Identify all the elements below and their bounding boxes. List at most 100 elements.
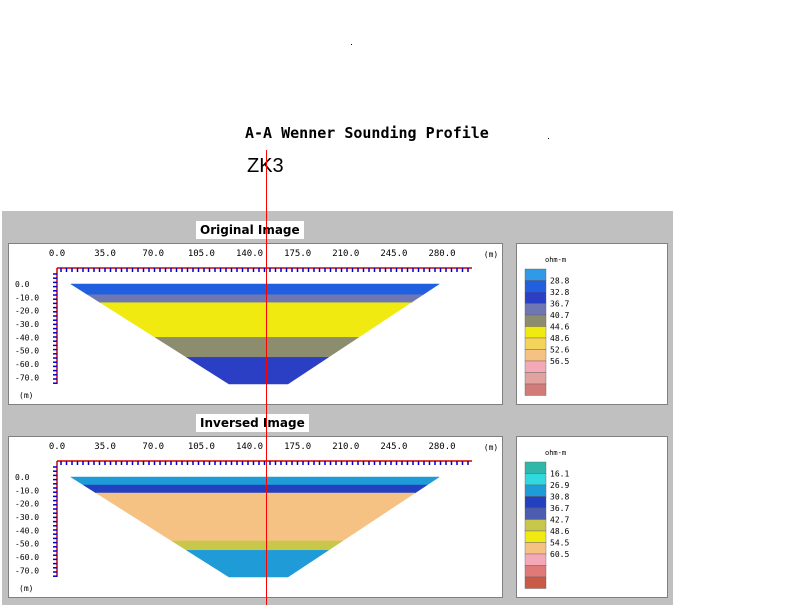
chart-1-colorbar: ohm-m 28.8 32.8 36.7 40.7 44.6 48.6 52.6 56.5 (524, 256, 569, 396)
colorbar-tick-label: 36.7 (550, 300, 569, 309)
colorbar-tick-label: 60.5 (550, 550, 569, 559)
colorbar-tick-label: 42.7 (550, 516, 569, 525)
chart-2-colorbar: ohm-m 16.1 26.9 30.8 36.7 42.7 48.6 54.5 60.5 (524, 449, 569, 589)
y-tick-label: -70.0 (15, 566, 39, 575)
stray-dot (548, 138, 549, 139)
colorbar-swatch (524, 372, 547, 385)
y-tick-label: -30.0 (15, 513, 39, 522)
resistivity-layer (82, 484, 428, 494)
resistivity-layer (99, 302, 412, 338)
colorbar-unit-label: ohm-m (545, 256, 566, 264)
x-tick-label: 140.0 (236, 442, 263, 452)
chart-1-plot: 0.0 35.0 70.0 105.0 140.0 175.0 210.0 245.0 280.… (15, 249, 498, 400)
colorbar-tick-label: 32.8 (550, 288, 569, 297)
x-tick-label: 175.0 (284, 249, 311, 259)
chart-2-title: Inversed Image (196, 414, 309, 432)
x-tick-label: 0.0 (49, 249, 65, 259)
colorbar-swatch (524, 565, 547, 578)
colorbar-swatch (524, 383, 547, 396)
colorbar-tick-label: 26.9 (550, 481, 569, 490)
colorbar-swatch (524, 530, 547, 543)
colorbar-tick-label: 48.6 (550, 527, 569, 536)
y-tick-label: -10.0 (15, 486, 39, 495)
y-tick-label: -40.0 (15, 333, 39, 342)
x-tick-label: 280.0 (428, 442, 455, 452)
resistivity-layer (171, 540, 344, 551)
chart-1-plot-frame: 0.0 35.0 70.0 105.0 140.0 175.0 210.0 245.0 280.… (8, 243, 503, 405)
resistivity-layer (69, 476, 441, 486)
y-tick-label: -20.0 (15, 307, 39, 316)
colorbar-swatch (524, 349, 547, 362)
figure-title: A-A Wenner Sounding Profile (245, 124, 489, 142)
y-tick-label: 0.0 (15, 280, 30, 289)
x-tick-label: 70.0 (142, 249, 164, 259)
x-tick-label: 35.0 (94, 442, 116, 452)
x-tick-label: 280.0 (428, 249, 455, 259)
colorbar-tick-label: 48.6 (550, 334, 569, 343)
x-tick-label: 0.0 (49, 442, 65, 452)
y-tick-label: -50.0 (15, 347, 39, 356)
colorbar-swatch (524, 314, 547, 327)
colorbar-swatch (524, 326, 547, 339)
y-tick-label: -30.0 (15, 320, 39, 329)
borehole-label: ZK3 (247, 155, 284, 178)
x-tick-label: 210.0 (332, 249, 359, 259)
colorbar-unit-label: ohm-m (545, 449, 566, 457)
chart-1-colorbar-frame: ohm-m 28.8 32.8 36.7 40.7 44.6 48.6 52.6 56.5 (516, 243, 668, 405)
y-tick-label: -40.0 (15, 526, 39, 535)
chart-2-plot: 0.0 35.0 70.0 105.0 140.0 175.0 210.0 245.0 280.… (15, 442, 498, 593)
colorbar-tick-label: 28.8 (550, 277, 569, 286)
colorbar-tick-label: 40.7 (550, 311, 569, 320)
x-unit-label: (m) (484, 250, 498, 259)
resistivity-layer (86, 294, 424, 303)
colorbar-tick-label: 16.1 (550, 470, 569, 479)
x-tick-label: 140.0 (236, 249, 263, 259)
x-tick-label: 105.0 (188, 442, 215, 452)
colorbar-tick-label: 54.5 (550, 539, 569, 548)
colorbar-swatch (524, 303, 547, 316)
x-tick-label: 105.0 (188, 249, 215, 259)
colorbar-swatch (524, 337, 547, 350)
x-unit-label: (m) (484, 443, 498, 452)
colorbar-swatch (524, 360, 547, 373)
y-unit-label: (m) (19, 584, 33, 593)
resistivity-layer (95, 492, 416, 542)
x-tick-label: 245.0 (380, 442, 407, 452)
colorbar-tick-label: 30.8 (550, 493, 569, 502)
x-tick-label: 70.0 (142, 442, 164, 452)
colorbar-tick-label: 52.6 (550, 346, 569, 355)
resistivity-layer (69, 283, 441, 295)
x-tick-label: 175.0 (284, 442, 311, 452)
colorbar-swatch (524, 268, 547, 281)
colorbar-swatch (524, 496, 547, 509)
colorbar-swatch (524, 461, 547, 474)
x-tick-label: 245.0 (380, 249, 407, 259)
colorbar-tick-label: 36.7 (550, 504, 569, 513)
colorbar-tick-label: 56.5 (550, 357, 569, 366)
y-tick-label: -10.0 (15, 293, 39, 302)
colorbar-swatch (524, 291, 547, 304)
colorbar-swatch (524, 542, 547, 555)
colorbar-swatch (524, 519, 547, 532)
colorbar-swatch (524, 553, 547, 566)
y-tick-label: -60.0 (15, 553, 39, 562)
colorbar-swatch (524, 576, 547, 589)
y-tick-label: -70.0 (15, 373, 39, 382)
y-tick-label: 0.0 (15, 473, 30, 482)
x-tick-label: 210.0 (332, 442, 359, 452)
y-tick-label: -50.0 (15, 540, 39, 549)
y-tick-label: -60.0 (15, 360, 39, 369)
borehole-marker-line (266, 150, 267, 605)
colorbar-swatch (524, 280, 547, 293)
chart-2-colorbar-frame: ohm-m 16.1 26.9 30.8 36.7 42.7 48.6 54.5 60.5 (516, 436, 668, 598)
colorbar-tick-label: 44.6 (550, 323, 569, 332)
stray-dot (351, 44, 352, 45)
chart-1-title: Original Image (196, 221, 304, 239)
resistivity-layer (154, 337, 360, 358)
chart-2-plot-frame: 0.0 35.0 70.0 105.0 140.0 175.0 210.0 245.0 280.… (8, 436, 503, 598)
colorbar-swatch (524, 473, 547, 486)
resistivity-layer (185, 550, 330, 578)
resistivity-layer (185, 357, 330, 385)
y-unit-label: (m) (19, 391, 33, 400)
y-tick-label: -20.0 (15, 500, 39, 509)
